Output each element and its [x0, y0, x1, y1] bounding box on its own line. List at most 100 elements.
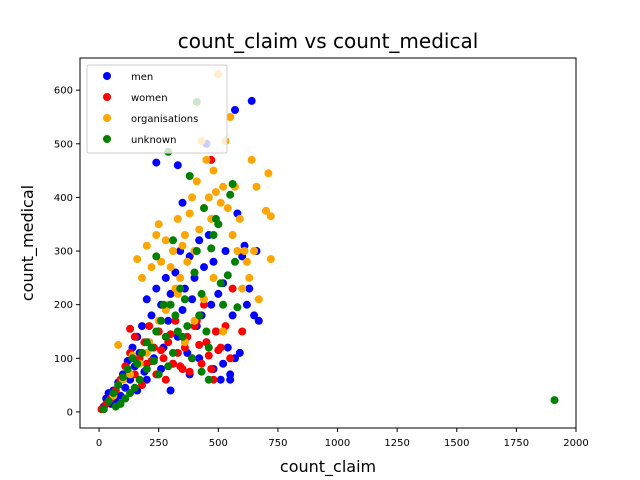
data-point-unknown	[180, 295, 189, 304]
x-axis: 0 250 500 750 1000 1250 1500 1750 2000	[96, 428, 589, 449]
data-point-organisations	[266, 212, 275, 221]
data-point-organisations	[161, 236, 170, 245]
y-tick-label: 300	[54, 247, 73, 258]
y-tick-label: 500	[54, 139, 73, 150]
data-point-unknown	[142, 338, 151, 347]
data-point-men	[195, 236, 204, 245]
data-point-unknown	[178, 332, 187, 341]
data-point-unknown	[214, 220, 223, 229]
x-tick-label: 1500	[444, 438, 469, 449]
data-point-unknown	[135, 375, 144, 384]
data-point-unknown	[197, 289, 206, 298]
data-point-unknown	[157, 316, 166, 325]
x-tick-label: 750	[268, 438, 287, 449]
data-point-unknown	[185, 172, 194, 180]
data-point-unknown	[99, 405, 108, 414]
data-point-men	[219, 359, 228, 368]
data-point-organisations	[188, 193, 197, 202]
data-point-unknown	[550, 396, 559, 405]
data-point-unknown	[233, 303, 242, 312]
data-point-unknown	[173, 327, 182, 336]
data-point-organisations	[176, 273, 185, 282]
data-point-organisations	[173, 214, 182, 223]
data-point-organisations	[250, 247, 259, 255]
data-point-organisations	[157, 257, 166, 266]
data-point-organisations	[216, 198, 225, 207]
data-point-men	[247, 96, 256, 105]
data-point-organisations	[240, 247, 249, 255]
data-point-organisations	[238, 284, 247, 293]
data-point-organisations	[209, 273, 218, 282]
data-point-unknown	[152, 252, 161, 261]
data-point-unknown	[195, 311, 204, 320]
data-point-men	[178, 198, 187, 207]
data-point-women	[126, 324, 135, 333]
legend-marker-men	[103, 72, 111, 80]
data-point-organisations	[245, 273, 254, 282]
data-point-organisations	[166, 263, 175, 272]
data-point-unknown	[154, 370, 163, 379]
x-tick-label: 250	[149, 438, 168, 449]
data-point-unknown	[231, 257, 239, 266]
data-point-women	[211, 327, 220, 336]
chart-title: count_claim vs count_medical	[178, 29, 479, 53]
legend-marker-organisations	[103, 114, 111, 122]
y-tick-label: 200	[54, 300, 73, 311]
data-point-men	[221, 247, 230, 255]
data-point-unknown	[226, 190, 235, 199]
data-point-unknown	[202, 327, 211, 336]
legend-label-men: men	[131, 72, 153, 83]
data-point-men	[164, 316, 173, 325]
data-point-women	[145, 322, 154, 331]
y-tick-label: 400	[54, 193, 73, 204]
data-point-unknown	[192, 247, 201, 255]
data-point-men	[121, 383, 130, 392]
data-point-unknown	[133, 359, 142, 368]
data-point-men	[207, 300, 216, 309]
data-point-men	[226, 375, 235, 384]
data-point-organisations	[190, 316, 199, 325]
data-point-unknown	[204, 343, 213, 352]
data-point-unknown	[159, 300, 168, 309]
data-point-organisations	[223, 204, 232, 213]
data-point-unknown	[204, 375, 213, 384]
legend-label-unknown: unknown	[131, 135, 176, 146]
data-point-men	[214, 289, 223, 298]
data-point-unknown	[223, 271, 232, 280]
data-point-men	[166, 289, 175, 298]
x-tick-label: 2000	[563, 438, 588, 449]
data-point-unknown	[188, 354, 197, 363]
data-point-women	[207, 365, 216, 373]
data-point-unknown	[209, 231, 218, 239]
data-point-organisations	[219, 182, 228, 191]
data-point-organisations	[138, 273, 146, 282]
y-axis-label: count_medical	[18, 185, 38, 301]
data-point-organisations	[266, 255, 275, 264]
data-point-organisations	[226, 113, 235, 121]
data-point-organisations	[228, 231, 237, 239]
data-point-men	[250, 311, 259, 320]
data-point-unknown	[190, 268, 199, 277]
data-point-organisations	[154, 220, 163, 229]
data-point-men	[152, 158, 161, 167]
data-point-organisations	[264, 169, 273, 178]
data-point-women	[185, 367, 194, 376]
data-point-organisations	[254, 295, 263, 304]
data-point-women	[214, 346, 223, 355]
data-point-women	[226, 354, 235, 363]
data-point-organisations	[202, 155, 211, 164]
data-point-women	[130, 332, 139, 341]
data-point-organisations	[209, 166, 218, 175]
data-point-men	[242, 300, 251, 309]
data-point-women	[161, 375, 170, 384]
data-point-men	[228, 311, 237, 320]
x-tick-label: 500	[209, 438, 228, 449]
plot-area-frame	[79, 57, 577, 429]
data-point-unknown	[118, 373, 127, 382]
data-point-unknown	[200, 204, 208, 213]
data-point-unknown	[169, 236, 177, 245]
data-point-unknown	[171, 311, 180, 320]
data-point-unknown	[164, 362, 173, 371]
data-point-men	[161, 273, 170, 282]
